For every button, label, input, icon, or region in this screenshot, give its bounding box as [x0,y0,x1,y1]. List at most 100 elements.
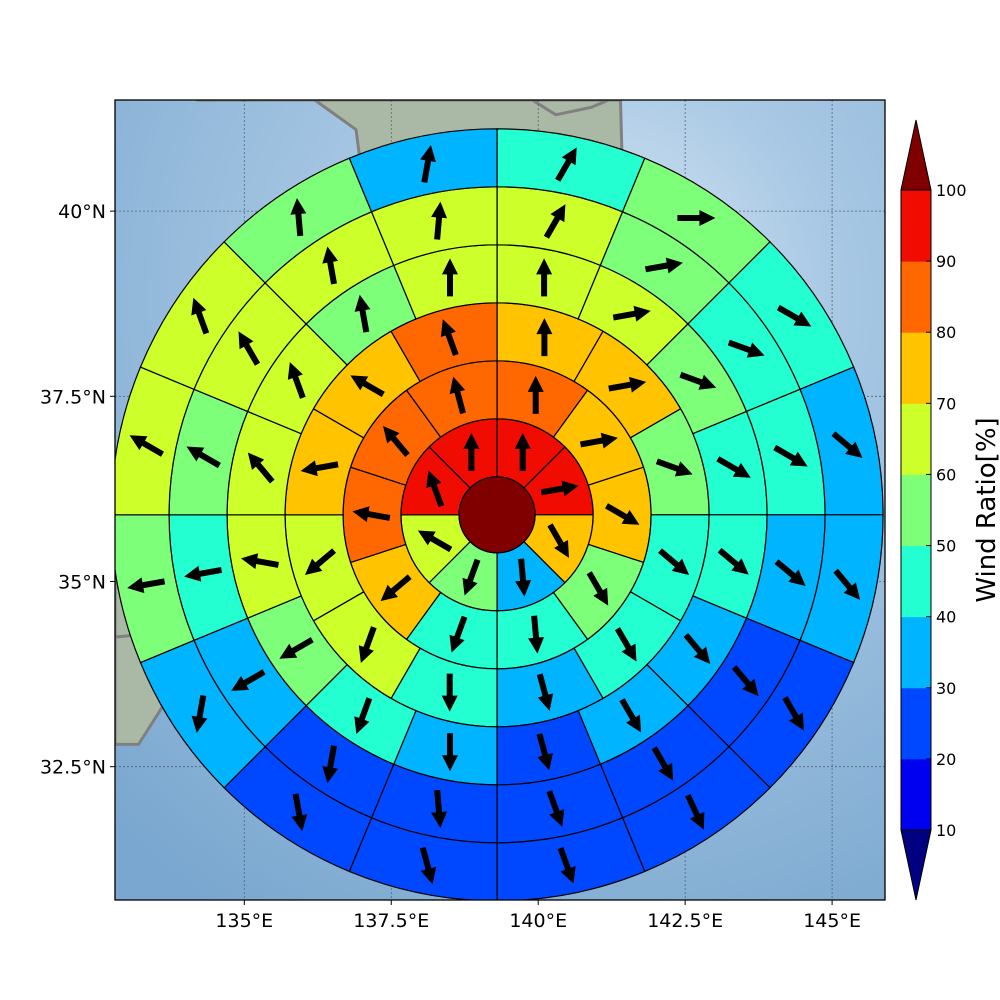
wind-arrow [831,431,863,459]
colorbar-tick-label: 70 [936,394,956,413]
wind-arrow [191,694,208,733]
wind-arrow [536,258,553,297]
wind-arrow [354,294,371,333]
wind-arrow [419,846,437,885]
colorbar-extend-max [900,119,932,191]
wind-arrow [683,632,711,665]
wind-arrow [536,733,553,771]
x-axis-ticks: 135°E 137.5°E 140°E 142.5°E 145°E [215,900,861,932]
wind-arrow [300,460,339,477]
wind-arrow [463,432,480,471]
wind-arrow [184,565,223,582]
wind-arrow [605,503,640,525]
colorbar-tick-label: 100 [936,181,967,200]
wind-arrows [127,145,863,885]
wind-arrow [679,371,717,390]
wind-arrow [247,452,275,484]
colorbar-tick-label: 40 [936,608,956,627]
wind-arrow [431,201,448,240]
colorbar-frame [900,189,932,831]
wind-ratio-sector [348,128,498,213]
wind-arrow [417,530,453,553]
wind-arrow [354,697,373,734]
wind-ratio-sector [496,817,646,900]
wind-arrow [536,318,553,357]
wind-arrow [322,246,339,285]
wind-arrow [304,548,337,576]
wind-arrow [191,297,210,335]
wind-arrow [528,615,545,654]
center-disk [458,476,536,554]
colorbar-tick-label: 80 [936,323,956,342]
wind-arrow [442,733,458,772]
colorbar-segment [901,474,931,547]
wind-arrow [776,304,812,327]
wind-arrow [644,257,683,274]
wind-arrow [426,470,445,508]
x-tick-label: 142.5°E [647,910,723,932]
wind-arrow [440,319,459,357]
wind-arrow [231,669,266,691]
wind-arrow [127,577,166,594]
wind-arrow [546,790,565,827]
land-hokkaido [530,100,611,117]
colorbar-tick-label: 30 [936,679,956,698]
colorbar-label: Wind Ratio[%] [972,417,1000,602]
wind-arrow [383,425,410,458]
x-tick-label: 140°E [509,910,567,932]
wind-arrow [731,665,759,697]
wind-arrow [420,145,436,183]
map-axes [114,99,886,901]
wind-arrow [515,558,532,597]
wind-arrow [774,559,806,586]
colorbar-segment [901,758,931,831]
y-axis-ticks: 32.5°N 35°N 37.5°N 40°N [40,201,115,779]
wind-arrow [619,698,641,733]
y-tick-label: 35°N [58,571,106,593]
wind-arrow [380,574,412,602]
wind-arrow [586,571,609,606]
wind-arrow [287,362,306,399]
wind-arrow [290,198,307,237]
wind-arrow [129,435,164,457]
map-frame [114,99,886,901]
wind-arrow [462,558,481,596]
wind-arrow [651,746,674,781]
y-tick-label: 32.5°N [40,757,106,779]
colorbar-tick-label: 60 [936,465,956,484]
wind-arrow [555,147,577,182]
wind-arrow [612,305,651,322]
wind-arrow [279,637,314,659]
wind-arrow [241,553,279,569]
colorbar-tick-label: 90 [936,252,956,271]
x-tick-label: 145°E [803,910,861,932]
wind-arrow [547,523,569,558]
wind-arrow [677,210,716,226]
wind-arrow [727,339,765,358]
wind-arrow [238,331,261,366]
colorbar-tick-label: 50 [936,537,956,556]
wind-arrow [685,794,705,830]
colorbar-extend-min [900,829,932,901]
y-tick-label: 40°N [58,201,106,223]
colorbar-segment [901,616,931,689]
colorbar-segment [901,261,931,333]
x-tick-label: 135°E [215,910,273,932]
colorbar: 10 20 30 40 50 60 70 80 90 100 [900,119,967,901]
wind-arrow [431,789,448,829]
wind-ratio-sector [115,514,195,664]
x-tick-label: 137.5°E [353,910,429,932]
wind-arrow [540,480,579,497]
wind-arrow [608,376,647,393]
colorbar-segment [901,687,931,760]
wind-arrow [658,548,690,576]
wind-arrow [579,432,618,449]
colorbar-segment [901,545,931,618]
wind-arrow [322,745,339,784]
wind-arrow [782,696,804,731]
y-tick-label: 37.5°N [40,386,106,408]
colorbar-segment [901,403,931,475]
colorbar-tick-label: 20 [936,750,956,769]
colorbar-segment [901,332,931,404]
